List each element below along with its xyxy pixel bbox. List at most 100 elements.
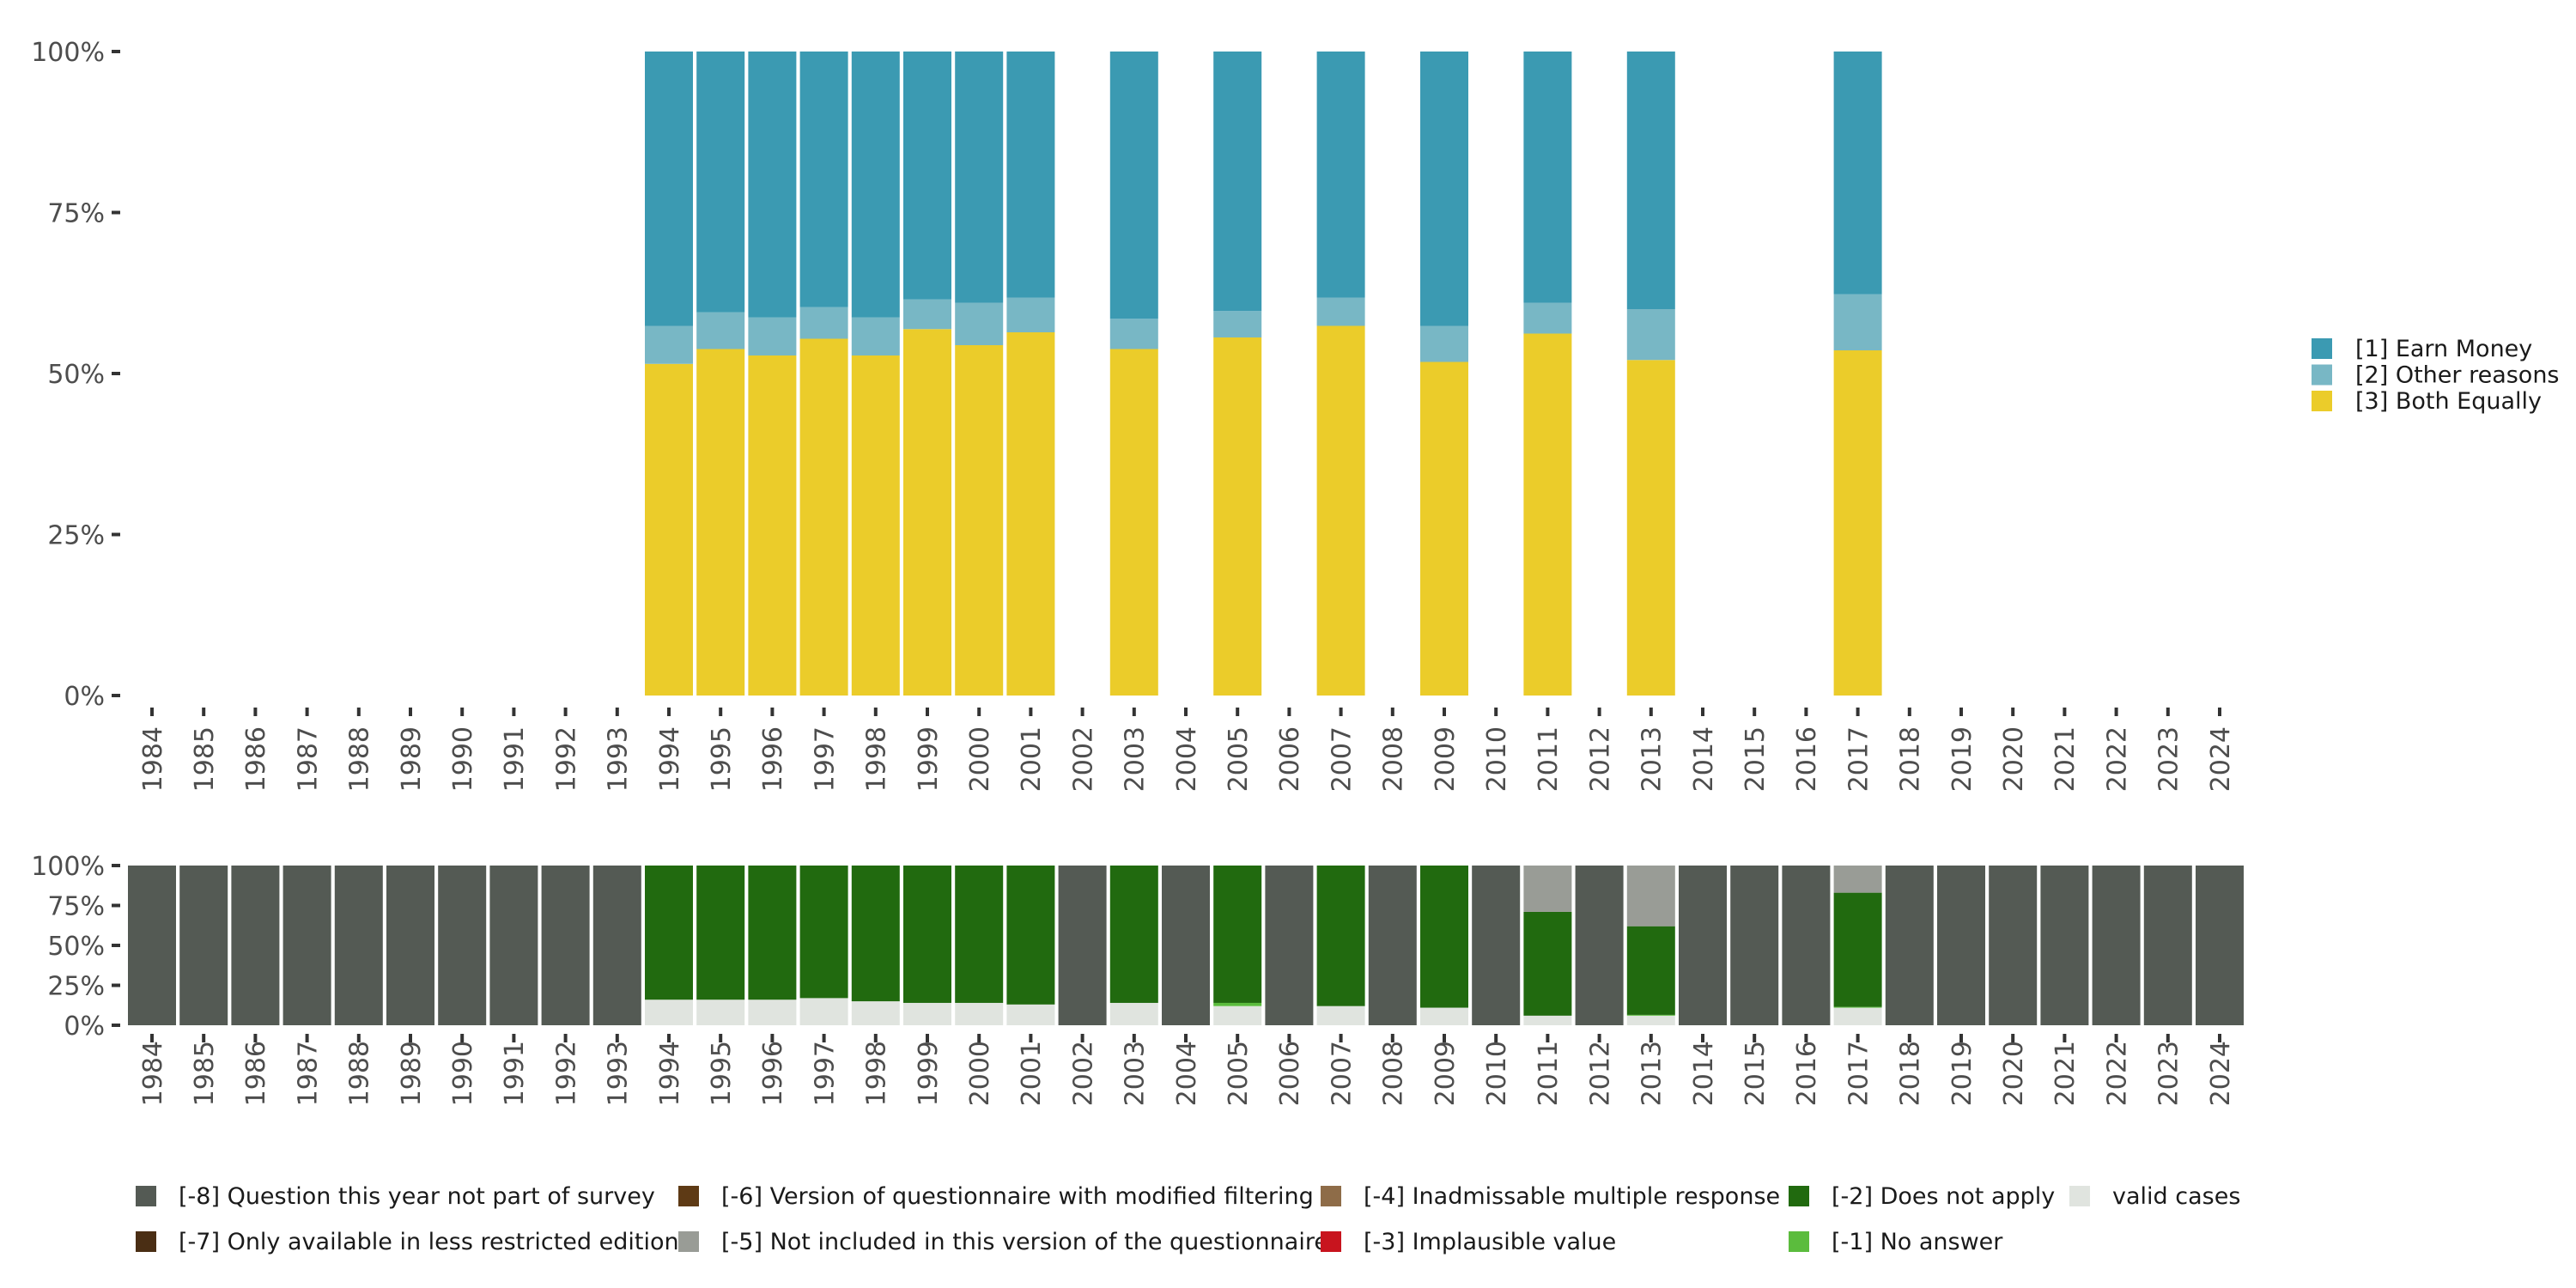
bar-segment [1109, 1002, 1158, 1025]
legend-label: [-8] Question this year not part of surv… [179, 1183, 655, 1210]
bar-segment [1213, 866, 1262, 1003]
x-tick-label: 1993 [604, 1041, 634, 1106]
bar-segment [1626, 52, 1675, 309]
bar-segment [1006, 297, 1055, 332]
bar-segment [1833, 1006, 1882, 1008]
x-tick-label: 1996 [758, 726, 788, 792]
x-tick-label: 1998 [862, 726, 892, 792]
bar-segment [1213, 337, 1262, 696]
x-tick-label: 2023 [2154, 726, 2184, 792]
x-tick-label: 2008 [1379, 1041, 1409, 1106]
bar-segment [903, 52, 951, 300]
y-tick-label: 75% [47, 198, 105, 228]
bar-segment [748, 52, 797, 318]
bar-segment [1265, 866, 1314, 1025]
bar-segment [1316, 1005, 1365, 1025]
x-tick-label: 2016 [1792, 1041, 1822, 1106]
bar-segment [128, 866, 176, 1025]
x-tick-label: 2005 [1224, 726, 1254, 792]
x-tick-label: 1997 [810, 1041, 840, 1106]
bar-segment [1989, 866, 2038, 1025]
x-tick-label: 1989 [397, 726, 427, 792]
legend-swatch [2312, 338, 2332, 359]
x-tick-label: 2011 [1534, 1041, 1564, 1106]
x-tick-label: 2021 [2050, 1041, 2081, 1106]
x-tick-label: 1985 [190, 726, 220, 792]
legend-label: [-3] Implausible value [1364, 1229, 1616, 1255]
bar-segment [1420, 1007, 1468, 1025]
bar-segment [1937, 866, 1985, 1025]
legend-top: [1] Earn Money[2] Other reasons[3] Both … [2312, 336, 2560, 415]
x-tick-label: 2015 [1741, 1041, 1771, 1106]
x-tick-label: 1999 [914, 726, 944, 792]
bar-segment [1420, 866, 1468, 1008]
bar-segment [1626, 360, 1675, 696]
legend-swatch [1321, 1231, 1341, 1252]
x-tick-label: 1994 [655, 1041, 685, 1106]
y-tick-label: 0% [64, 1012, 105, 1042]
x-tick-label: 2020 [1999, 1041, 2029, 1106]
bar-segment [1575, 866, 1624, 1025]
bar-segment [1006, 866, 1055, 1005]
y-tick-label: 0% [64, 682, 105, 712]
x-tick-label: 2010 [1482, 726, 1512, 792]
bar-segment [799, 307, 848, 339]
bar-segment [748, 866, 797, 1000]
x-tick-label: 2006 [1275, 1041, 1305, 1106]
bar-segment [903, 1002, 951, 1025]
x-tick-label: 1992 [551, 726, 581, 792]
x-tick-label: 2003 [1121, 726, 1151, 792]
bar-segment [1109, 319, 1158, 349]
x-tick-label: 1990 [448, 1041, 478, 1106]
y-tick-label: 100% [31, 852, 105, 882]
x-tick-label: 2018 [1896, 726, 1926, 792]
bar-segment [283, 866, 331, 1025]
legend-swatch [2069, 1186, 2090, 1206]
x-tick-label: 2015 [1741, 726, 1771, 792]
bar-segment [799, 998, 848, 1025]
bar-segment [1472, 866, 1521, 1025]
bar-segment [903, 329, 951, 696]
bar-segment [955, 866, 1004, 1003]
legend-swatch [136, 1231, 156, 1252]
y-tick-label: 50% [47, 932, 105, 962]
bar-segment [1885, 866, 1934, 1025]
bar-segment [748, 999, 797, 1025]
x-tick-label: 1988 [345, 1041, 375, 1106]
x-tick-label: 2000 [965, 726, 995, 792]
bar-segment [799, 866, 848, 999]
bar-segment [645, 363, 693, 696]
bar-segment [696, 349, 745, 696]
bar-segment [645, 52, 693, 326]
x-tick-label: 2001 [1017, 1041, 1047, 1106]
legend-label: [1] Earn Money [2355, 336, 2532, 362]
x-tick-label: 2009 [1431, 726, 1461, 792]
x-tick-label: 2002 [1068, 726, 1098, 792]
legend-label: [-1] No answer [1832, 1229, 2003, 1255]
x-tick-label: 2014 [1689, 1041, 1719, 1106]
bar-segment [1213, 1002, 1262, 1006]
legend-label: [-5] Not included in this version of the… [721, 1229, 1328, 1255]
x-tick-label: 1995 [707, 1041, 737, 1106]
bar-segment [231, 866, 280, 1025]
x-tick-label: 2019 [1947, 1041, 1978, 1106]
bar-segment [1833, 866, 1882, 893]
bar-segment [851, 1001, 900, 1025]
x-tick-label: 1987 [293, 726, 323, 792]
x-tick-label: 2003 [1121, 1041, 1151, 1106]
bar-segment [541, 866, 590, 1025]
bar-segment [1833, 52, 1882, 295]
y-tick-label: 25% [47, 971, 105, 1001]
bar-segment [748, 355, 797, 696]
bar-segment [1316, 297, 1365, 326]
bar-segment [1316, 325, 1365, 696]
bar-segment [2196, 866, 2244, 1025]
x-tick-label: 1995 [707, 726, 737, 792]
x-tick-label: 2024 [2206, 1041, 2236, 1106]
bar-segment [1316, 866, 1365, 1006]
bar-segment [1006, 1004, 1055, 1025]
x-tick-label: 2008 [1379, 726, 1409, 792]
legend-label: valid cases [2112, 1183, 2240, 1210]
x-tick-label: 2020 [1999, 726, 2029, 792]
